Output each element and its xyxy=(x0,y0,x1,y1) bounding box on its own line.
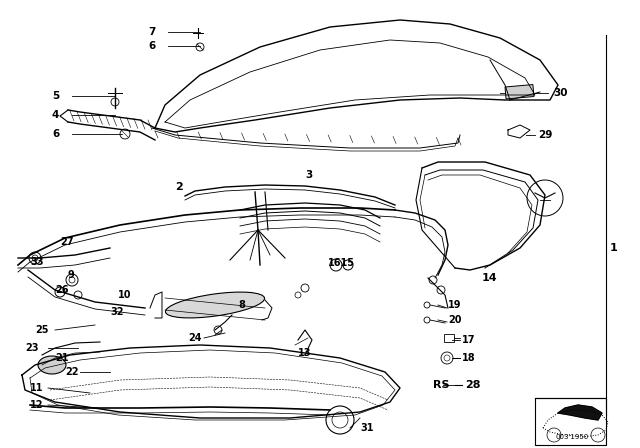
Text: 19: 19 xyxy=(448,300,461,310)
Text: 1615: 1615 xyxy=(328,258,355,268)
Circle shape xyxy=(69,277,75,283)
Text: 10: 10 xyxy=(118,290,131,300)
Text: 21: 21 xyxy=(55,353,68,363)
Text: RS: RS xyxy=(433,380,449,390)
Text: 27: 27 xyxy=(60,237,74,247)
Text: 7: 7 xyxy=(148,27,156,37)
Text: 12: 12 xyxy=(30,400,44,410)
Text: 32: 32 xyxy=(110,307,124,317)
Text: 24: 24 xyxy=(188,333,202,343)
Text: 31: 31 xyxy=(360,423,374,433)
Text: 20: 20 xyxy=(448,315,461,325)
Text: 33: 33 xyxy=(30,257,44,267)
Text: 28: 28 xyxy=(465,380,481,390)
Text: 11: 11 xyxy=(30,383,44,393)
Text: 1: 1 xyxy=(610,243,618,253)
Ellipse shape xyxy=(166,292,264,318)
Text: 22: 22 xyxy=(65,367,79,377)
Text: 2: 2 xyxy=(175,182,183,192)
Bar xyxy=(505,85,534,99)
Text: 6: 6 xyxy=(148,41,156,51)
Bar xyxy=(535,398,606,445)
Text: 13: 13 xyxy=(298,348,312,358)
Text: 14: 14 xyxy=(482,273,498,283)
Bar xyxy=(444,334,454,342)
Text: 23: 23 xyxy=(25,343,38,353)
Text: 17: 17 xyxy=(462,335,476,345)
Text: 4: 4 xyxy=(52,110,60,120)
Polygon shape xyxy=(558,405,602,420)
Text: 29: 29 xyxy=(538,130,552,140)
Text: 3: 3 xyxy=(305,170,312,180)
Text: 9: 9 xyxy=(68,270,75,280)
Ellipse shape xyxy=(38,356,66,374)
Text: 003'1950: 003'1950 xyxy=(556,434,589,440)
Text: 18: 18 xyxy=(462,353,476,363)
Text: 26: 26 xyxy=(55,285,68,295)
Text: 5: 5 xyxy=(52,91,60,101)
Text: 30: 30 xyxy=(553,88,568,98)
Text: 25: 25 xyxy=(35,325,49,335)
Text: 6: 6 xyxy=(52,129,60,139)
Text: 8: 8 xyxy=(238,300,245,310)
